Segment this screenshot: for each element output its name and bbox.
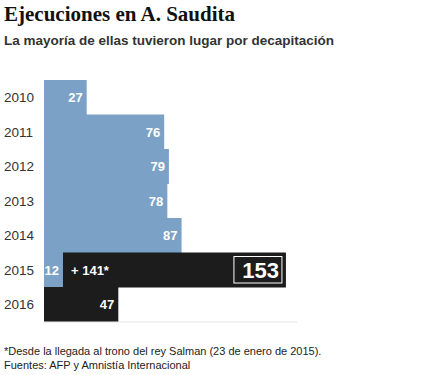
title: Ejecuciones en A. Saudita: [4, 2, 236, 26]
data-label: 76: [146, 125, 160, 140]
source: Fuentes: AFP y Amnistía Internacional: [4, 359, 190, 371]
total-box: [234, 257, 282, 284]
x-axis-line: [44, 322, 297, 323]
bar: [44, 115, 164, 150]
data-label: 12: [45, 263, 59, 278]
category-label: 2010: [4, 90, 34, 105]
bars: [44, 80, 286, 322]
category-label: 2016: [4, 297, 34, 312]
category-label: 2011: [4, 125, 33, 140]
footnote: *Desde la llegada al trono del rey Salma…: [4, 345, 321, 357]
total-label: 153: [242, 258, 279, 283]
bar: [44, 80, 87, 115]
chart-svg: Ejecuciones en A. Saudita La mayoría de e…: [0, 0, 441, 375]
category-label: 2012: [4, 159, 34, 174]
chart-root: Ejecuciones en A. Saudita La mayoría de e…: [0, 0, 441, 375]
data-label: 47: [100, 297, 114, 312]
bar: [44, 184, 167, 219]
bar: [44, 253, 63, 288]
category-label: 2013: [4, 194, 34, 209]
data-label: 87: [163, 228, 177, 243]
category-label: 2014: [4, 228, 35, 243]
labels: 2010 2011 2012 2013 2014 2015 2016 27 76 79 78 87 12…: [4, 90, 282, 312]
bar: [44, 287, 118, 322]
bar: [44, 218, 182, 253]
data-label: 78: [149, 194, 163, 209]
bar: [44, 149, 169, 184]
category-label: 2015: [4, 263, 34, 278]
data-label: 27: [68, 90, 82, 105]
bar: [63, 253, 286, 288]
data-label: 79: [150, 159, 164, 174]
subtitle: La mayoría de ellas tuvieron lugar por d…: [4, 33, 334, 48]
data-label: + 141*: [71, 263, 110, 278]
